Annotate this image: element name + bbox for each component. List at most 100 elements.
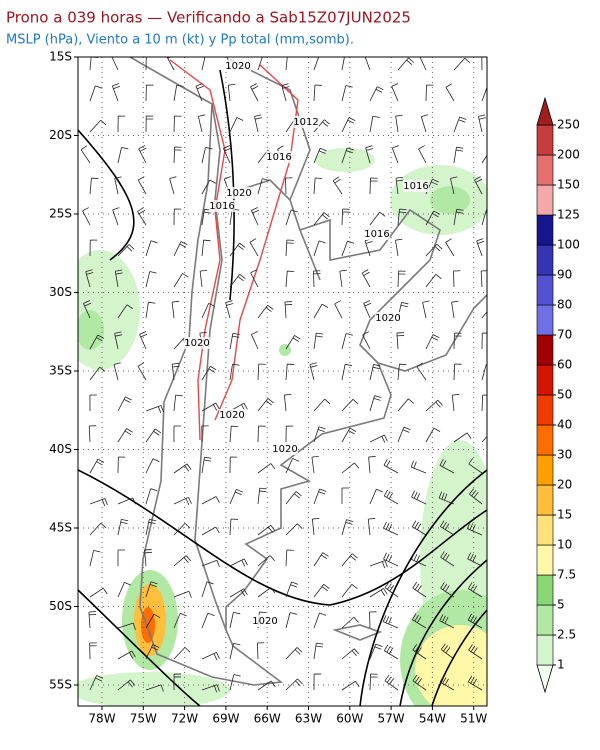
wind-barb <box>117 115 126 133</box>
wind-barb <box>173 208 182 226</box>
wind-barb <box>201 402 220 412</box>
wind-barb <box>313 398 331 412</box>
wind-barb <box>285 612 297 629</box>
wind-barb <box>341 147 354 164</box>
wind-barb <box>453 208 464 226</box>
wind-barb <box>250 207 260 226</box>
wind-barb <box>250 83 259 102</box>
wind-barb <box>422 300 430 319</box>
colorbar-box <box>536 364 554 396</box>
wind-barb <box>145 458 160 474</box>
colorbar-label: 100 <box>557 238 580 252</box>
colorbar-label: 90 <box>557 268 572 282</box>
colorbar-box <box>536 514 554 546</box>
wind-barb <box>445 83 455 102</box>
wind-barb <box>439 675 455 691</box>
colorbar-box <box>536 604 554 636</box>
wind-barb <box>285 363 295 381</box>
lon-label: 72W <box>171 712 198 726</box>
wind-barb <box>313 177 323 195</box>
wind-barb <box>229 117 244 133</box>
wind-barb <box>341 240 355 257</box>
isobar-label-bg <box>272 443 298 455</box>
wind-barb <box>137 176 147 195</box>
colorbar-box <box>536 214 554 246</box>
wind-barb <box>145 115 154 133</box>
wind-barb <box>341 584 358 598</box>
wind-barb <box>369 434 388 443</box>
wind-barb <box>173 394 183 412</box>
wind-barb <box>201 526 220 536</box>
wind-barb <box>89 642 97 660</box>
wind-barb <box>451 393 460 412</box>
wind-barb <box>227 83 236 102</box>
wind-barb <box>229 273 246 288</box>
wind-barb <box>173 590 192 598</box>
wind-barb <box>89 85 103 102</box>
lon-label: 69W <box>212 712 239 726</box>
wind-barb <box>251 331 259 350</box>
wind-barb <box>467 613 483 629</box>
wind-barb <box>285 523 303 536</box>
colorbar-label: 150 <box>557 178 580 192</box>
wind-barb <box>453 57 471 71</box>
wind-barb <box>411 613 427 629</box>
axis-labels: 15S 20S 25S 30S 35S 40S 45S 50S 55S 78W 75W 72W 69W 6… <box>49 50 487 726</box>
colorbar-box <box>536 634 554 666</box>
wind-barb <box>257 555 275 567</box>
colorbar-box <box>536 484 554 516</box>
wind-barb <box>285 209 298 226</box>
wind-barb <box>229 674 241 691</box>
isobar-label: 1020 <box>252 616 277 627</box>
wind-barb <box>391 145 399 164</box>
wind-barb <box>453 146 464 164</box>
isobar-label: 1020 <box>375 313 400 324</box>
wind-barb <box>397 208 407 226</box>
title: Prono a 039 horas — Verificando a Sab15Z… <box>6 9 411 27</box>
wind-barb <box>166 57 175 71</box>
lon-label: 57W <box>378 712 405 726</box>
wind-barb <box>201 559 220 567</box>
wind-barb <box>201 652 220 661</box>
wind-barb <box>453 432 472 443</box>
wind-barb <box>341 208 350 226</box>
wind-barb <box>368 456 376 474</box>
isobar-label: 1016 <box>266 152 291 163</box>
wind-barb <box>481 435 487 443</box>
wind-barb <box>114 331 123 350</box>
lat-label: 45S <box>49 521 72 535</box>
wind-barb <box>117 622 136 630</box>
wind-barb <box>201 612 215 629</box>
wind-barb <box>83 300 92 319</box>
wind-barb <box>395 238 403 257</box>
wind-barb <box>229 456 238 474</box>
wind-barb <box>249 238 259 257</box>
lon-label: 60W <box>336 712 363 726</box>
wind-barb <box>425 274 442 288</box>
wind-barb <box>341 462 360 474</box>
wind-barb <box>451 300 459 319</box>
wind-barb <box>173 84 184 102</box>
isobar-label: 1016 <box>209 201 234 212</box>
wind-barb <box>113 362 121 381</box>
wind-barb <box>201 581 214 598</box>
wind-barb <box>229 642 241 660</box>
lon-label: 66W <box>254 712 281 726</box>
wind-barb <box>285 647 303 660</box>
wind-barb <box>173 673 182 691</box>
wind-barb <box>145 271 157 288</box>
wind-barb <box>117 244 135 257</box>
colorbar-label: 80 <box>557 298 572 312</box>
wind-barb <box>481 311 487 319</box>
wind-barb <box>341 519 354 536</box>
wind-barb <box>369 395 382 412</box>
wind-barb <box>229 363 240 381</box>
colorbar-box <box>536 244 554 276</box>
wind-barb <box>334 300 343 319</box>
wind-barb <box>285 549 294 567</box>
wind-barb <box>229 588 248 598</box>
wind-barb <box>89 458 105 474</box>
wind-barb <box>341 57 345 71</box>
wind-barb <box>173 273 189 288</box>
wind-barb <box>453 363 462 381</box>
